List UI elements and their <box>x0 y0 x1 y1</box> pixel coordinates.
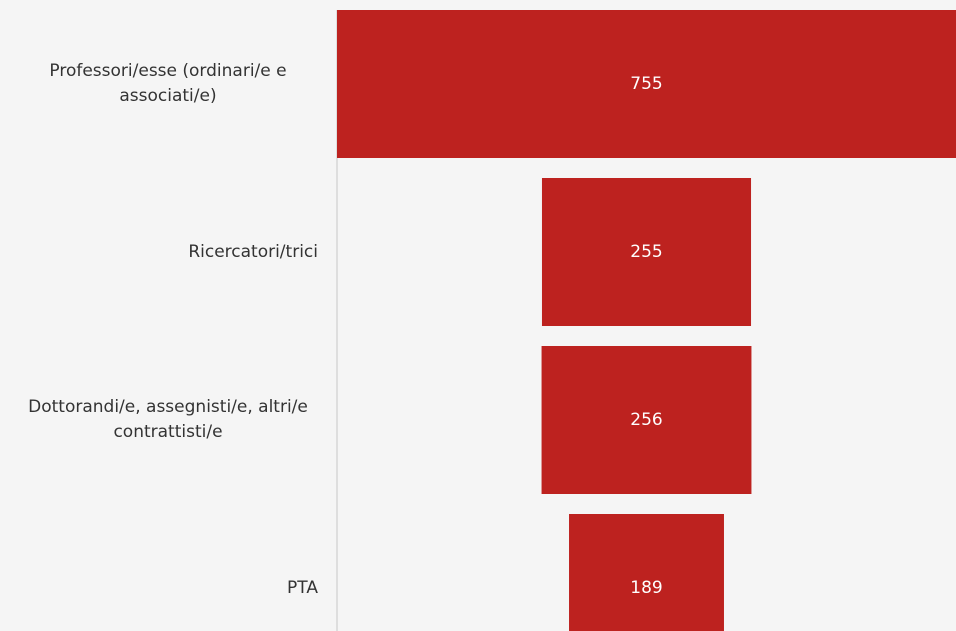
category-text: Ricercatori/trici <box>188 241 318 262</box>
value-label: 256 <box>630 410 662 430</box>
funnel-bar <box>541 178 752 326</box>
funnel-bar <box>569 514 724 631</box>
funnel-bar <box>337 10 956 158</box>
value-label: 755 <box>630 74 662 94</box>
category-text: PTA <box>287 577 318 598</box>
category-label: Ricercatori/trici <box>0 178 318 326</box>
funnel-bar <box>541 346 752 494</box>
category-label: Dottorandi/e, assegnisti/e, altri/e cont… <box>0 346 318 494</box>
category-label: Professori/esse (ordinari/e e associati/… <box>0 10 318 158</box>
category-label: PTA <box>0 514 318 631</box>
category-text: Professori/esse (ordinari/e e associati/… <box>49 61 287 106</box>
value-label: 255 <box>630 242 662 262</box>
value-label: 189 <box>630 578 662 598</box>
category-text: Dottorandi/e, assegnisti/e, altri/e cont… <box>28 397 308 442</box>
